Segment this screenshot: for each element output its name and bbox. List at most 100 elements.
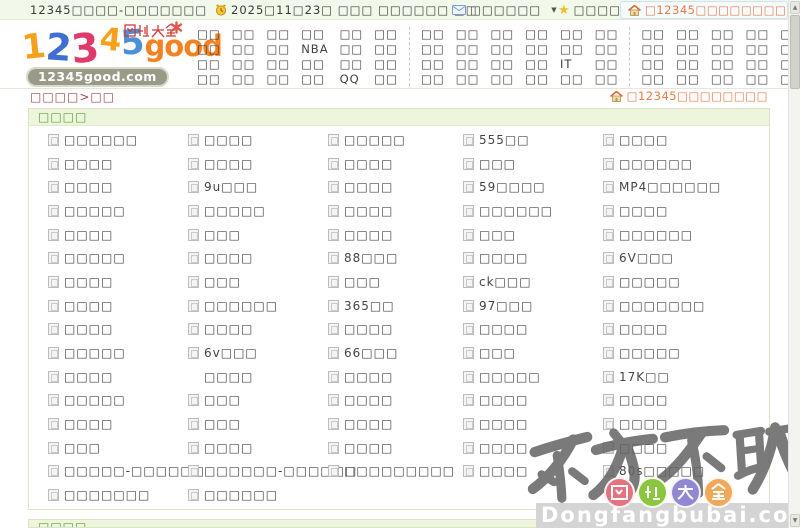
nav-link[interactable]: □□	[266, 56, 291, 71]
site-link[interactable]: □□□	[188, 412, 328, 436]
nav-link[interactable]: □□	[490, 56, 515, 71]
nav-link[interactable]: □□	[421, 42, 445, 57]
set-homepage-link[interactable]: □12345□□□□□□□□	[620, 1, 788, 19]
site-link[interactable]: □□□□	[603, 199, 769, 223]
site-link[interactable]: □□□□□	[48, 389, 188, 413]
site-link[interactable]: □□□□	[48, 223, 188, 247]
site-link[interactable]: □□□□	[48, 152, 188, 176]
site-link[interactable]: 6v□□□	[188, 341, 328, 365]
nav-link[interactable]: □□	[490, 27, 515, 42]
site-link[interactable]: □□□□	[48, 175, 188, 199]
site-link[interactable]: ck□□□	[463, 270, 603, 294]
site-link[interactable]: □□□	[463, 223, 603, 247]
site-link[interactable]: □□□□□	[328, 128, 463, 152]
nav-link[interactable]: □□	[339, 27, 364, 42]
site-link[interactable]: □□□□□	[463, 365, 603, 389]
site-link[interactable]: □□□□□□□	[603, 294, 769, 318]
nav-link[interactable]: □□	[525, 27, 549, 42]
nav-link[interactable]: □□	[745, 71, 770, 86]
nav-link[interactable]: □□	[745, 27, 770, 42]
favorites-link[interactable]: ★ □□□□	[558, 2, 622, 18]
site-link[interactable]: □□□□	[188, 436, 328, 460]
site-link[interactable]: □□□□	[463, 460, 603, 484]
nav-link[interactable]: □□	[231, 27, 256, 42]
site-link[interactable]: □□□□	[463, 246, 603, 270]
nav-link[interactable]: □□	[490, 42, 515, 57]
site-link[interactable]: □□□□	[328, 175, 463, 199]
site-link[interactable]: □□□	[463, 152, 603, 176]
nav-link[interactable]: □□	[745, 56, 770, 71]
site-link[interactable]: □□□□	[603, 128, 769, 152]
scrollbar-thumb[interactable]	[790, 15, 800, 89]
site-link[interactable]: □□□□□□	[463, 199, 603, 223]
nav-link[interactable]: □□	[374, 56, 399, 71]
site-link[interactable]: □□□	[463, 341, 603, 365]
nav-link[interactable]: □□	[525, 56, 549, 71]
site-link[interactable]: 59□□□□	[463, 175, 603, 199]
site-link[interactable]: □□□	[188, 270, 328, 294]
site-link[interactable]: □□□□	[463, 412, 603, 436]
site-link[interactable]: □□□□	[328, 412, 463, 436]
nav-link[interactable]: □□	[421, 71, 445, 86]
site-link[interactable]: □□□□□□	[48, 128, 188, 152]
site-link[interactable]: □□□□	[603, 436, 769, 460]
site-link[interactable]: □□□□□□	[603, 223, 769, 247]
nav-link[interactable]: □□	[594, 27, 619, 42]
site-link[interactable]: □□□□□	[603, 270, 769, 294]
nav-link[interactable]: □□	[421, 27, 445, 42]
nav-link[interactable]: □□	[641, 71, 666, 86]
nav-link[interactable]: □□	[710, 42, 735, 57]
site-link[interactable]: □□□□□□-□□□□□□	[188, 460, 356, 484]
mail-login[interactable]: □□□□□□ ▼	[452, 0, 557, 20]
scroll-down-button[interactable]: ▼	[790, 514, 800, 527]
site-link[interactable]: □□□□	[328, 152, 463, 176]
nav-link[interactable]: NBA	[301, 42, 329, 57]
nav-link[interactable]: □□	[490, 71, 515, 86]
nav-link[interactable]: □□	[301, 27, 325, 42]
nav-link[interactable]: □□	[594, 71, 619, 86]
site-link[interactable]: 66□□□	[328, 341, 463, 365]
site-link[interactable]: □□□□□	[48, 341, 188, 365]
nav-link[interactable]: □□	[374, 27, 399, 42]
nav-link[interactable]: □□	[745, 42, 770, 57]
site-link[interactable]: □□□□	[48, 365, 188, 389]
nav-link[interactable]: □□	[525, 42, 549, 57]
site-link[interactable]: □□□□	[463, 318, 603, 342]
nav-link[interactable]: □□	[197, 56, 221, 71]
site-link[interactable]: □□□□□-□□□□□□	[48, 460, 204, 484]
nav-link[interactable]: □□	[676, 42, 700, 57]
nav-link[interactable]: □□	[559, 71, 584, 86]
nav-link[interactable]: □□	[676, 27, 700, 42]
site-link[interactable]: 9u□□□	[188, 175, 328, 199]
site-link[interactable]: □□□□	[328, 199, 463, 223]
nav-link[interactable]: □□	[559, 27, 584, 42]
nav-link[interactable]: □□	[455, 42, 480, 57]
site-link[interactable]: □□□□	[188, 318, 328, 342]
nav-link[interactable]: □□	[641, 27, 666, 42]
nav-link[interactable]: □□	[374, 71, 399, 86]
site-link[interactable]: 97□□□	[463, 294, 603, 318]
site-link[interactable]: □□□□	[463, 436, 603, 460]
site-link[interactable]: □□□□	[328, 318, 463, 342]
nav-link[interactable]: QQ	[339, 71, 360, 86]
nav-link[interactable]: □□	[641, 42, 666, 57]
site-link[interactable]: □□□	[188, 223, 328, 247]
nav-link[interactable]: □□	[421, 56, 445, 71]
site-link[interactable]: □□□□□	[48, 199, 188, 223]
set-homepage-link-secondary[interactable]: □12345□□□□□□□□	[609, 89, 768, 103]
nav-link[interactable]: □□	[710, 71, 735, 86]
nav-link[interactable]: □□	[710, 56, 735, 71]
nav-link[interactable]: □□	[231, 71, 256, 86]
nav-link[interactable]: □□	[455, 27, 480, 42]
nav-link[interactable]: □□	[301, 56, 325, 71]
site-link[interactable]: □□□□	[328, 223, 463, 247]
nav-link[interactable]: □□	[374, 42, 399, 57]
nav-link[interactable]: IT	[559, 56, 573, 71]
nav-link[interactable]: □□	[594, 56, 619, 71]
site-logo[interactable]: 12345good 12345good.com	[20, 21, 223, 87]
site-link[interactable]: □□□□	[328, 436, 463, 460]
site-link[interactable]: □□□□□	[188, 199, 328, 223]
nav-link[interactable]: □□	[710, 27, 735, 42]
nav-link[interactable]: □□	[301, 71, 325, 86]
site-link[interactable]: □□□□	[204, 369, 254, 384]
